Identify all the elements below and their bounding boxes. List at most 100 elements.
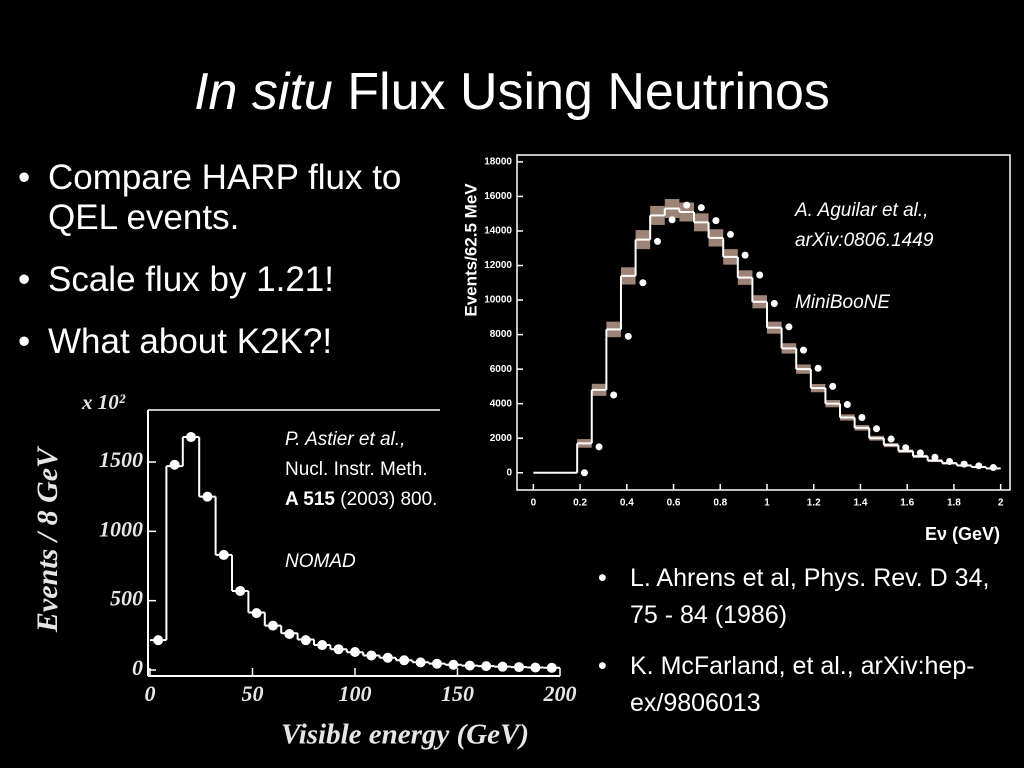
y-tick-label: 18000: [484, 157, 512, 168]
x-tick-label: 0.8: [713, 498, 727, 509]
x-axis-title: Eν (GeV): [925, 524, 1000, 544]
annotation-text: (2003) 800.: [340, 489, 438, 510]
data-point: [546, 662, 557, 673]
annotation-line: Nucl. Instr. Meth.: [285, 459, 428, 480]
y-tick-label: 0: [132, 655, 143, 680]
chart: 0 2000 4000 6000 8000 10000 12000 14000 16000 180…: [461, 154, 1011, 544]
data-point: [497, 661, 508, 672]
data-point: [580, 469, 588, 477]
annotation: A. Aguilar et al., arXiv:0806.1449 MiniB…: [795, 196, 933, 318]
data-point: [902, 444, 910, 452]
y-tick-label: 4000: [490, 398, 513, 409]
y-tick-label: 2000: [490, 433, 513, 444]
data-point: [610, 391, 618, 399]
data-point: [186, 432, 196, 443]
data-point: [530, 662, 541, 673]
bullet-list: Compare HARP flux to QEL events. Scale f…: [18, 158, 458, 384]
x-tick-label: 150: [441, 681, 474, 706]
x-tick-label: 0.6: [667, 498, 681, 509]
data-point: [251, 608, 262, 619]
data-point: [317, 640, 328, 651]
plot-frame: [516, 154, 1011, 491]
y-tick-label: 16000: [484, 191, 512, 202]
annotation-line: P. Astier et al.,: [285, 429, 406, 450]
x-tick-label: 0: [145, 681, 156, 706]
y-axis-title: Events/62.5 MeV: [461, 183, 480, 317]
y-tick-label: 12000: [484, 260, 512, 271]
x-tick-label: 200: [543, 681, 577, 706]
data-point: [726, 230, 734, 238]
x-tick-label: 1.8: [947, 498, 961, 509]
data-point: [843, 401, 851, 409]
data-point: [800, 346, 808, 354]
data-point: [931, 453, 939, 461]
x-tick-label: 0.4: [620, 498, 634, 509]
x-axis-title: Visible energy (GeV): [281, 719, 529, 751]
data-point: [683, 201, 691, 209]
data-point: [366, 650, 377, 661]
bullet: Scale flux by 1.21!: [18, 260, 458, 300]
data-point: [218, 549, 229, 560]
y-tick-label: 10000: [484, 295, 512, 306]
data-point: [202, 491, 213, 502]
x-tick-label: 100: [339, 681, 372, 706]
data-point: [946, 458, 954, 466]
annotation-line: A. Aguilar et al.,: [795, 200, 929, 221]
data-point: [514, 662, 524, 673]
y-tick-label: 6000: [490, 364, 513, 375]
data-point: [697, 204, 705, 212]
data-point: [153, 635, 164, 646]
chart: 0 500 1000 1500 0 50 100 150 200 Events / 8 GeV Vi…: [31, 390, 577, 751]
title-italic: In situ: [194, 63, 333, 121]
data-point: [350, 646, 360, 657]
y-tick-label: 0: [506, 467, 512, 478]
data-point: [814, 364, 822, 372]
data-point: [624, 332, 632, 340]
data-point: [284, 628, 295, 639]
data-point: [235, 585, 246, 596]
annotation-bold: A 515: [285, 489, 335, 510]
data-point: [712, 217, 720, 225]
data-point: [300, 635, 311, 646]
x-tick-label: 0: [531, 498, 537, 509]
data-point: [653, 237, 661, 245]
x-tick-label: 1: [764, 498, 770, 509]
title-text: Flux Using Neutrinos: [347, 63, 830, 121]
data-point: [333, 644, 344, 655]
y-tick-label: 500: [110, 586, 143, 611]
data-point: [785, 323, 793, 331]
annotation-line: arXiv:0806.1449: [795, 230, 934, 251]
data-point: [399, 655, 410, 666]
y-tick-label: 1000: [99, 516, 143, 541]
reference: K. McFarland, et al., arXiv:hep-ex/98060…: [598, 648, 1018, 722]
x-tick-label: 50: [242, 681, 264, 706]
data-point: [975, 462, 983, 470]
x-tick-label: 1.2: [807, 498, 821, 509]
data-point: [169, 459, 180, 470]
annotation-line: MiniBooNE: [795, 292, 891, 313]
annotation-line: A 515 (2003) 800.: [285, 485, 437, 515]
x-tick-label: 1.4: [854, 498, 868, 509]
data-point: [639, 279, 647, 287]
data-point: [448, 659, 459, 670]
data-point: [432, 658, 442, 669]
data-point: [481, 661, 492, 672]
data-point: [858, 413, 866, 421]
data-point: [756, 271, 764, 279]
data-point: [268, 620, 278, 631]
data-point: [960, 460, 968, 468]
slide-title: In situ Flux Using Neutrinos: [0, 62, 1024, 122]
data-point: [595, 443, 603, 451]
x-tick-label: 2: [998, 498, 1004, 509]
axis-multiplier: x 10²: [81, 390, 126, 414]
x-tick-label: 0.2: [573, 498, 587, 509]
data-point: [873, 425, 881, 433]
reference-list: L. Ahrens et al, Phys. Rev. D 34, 75 - 8…: [598, 560, 1018, 736]
y-axis-title: Events / 8 GeV: [31, 445, 64, 633]
bullet: Compare HARP flux to QEL events.: [18, 158, 458, 238]
y-tick-label: 1500: [99, 447, 143, 472]
x-tick-label: 1.6: [900, 498, 914, 509]
reference: L. Ahrens et al, Phys. Rev. D 34, 75 - 8…: [598, 560, 1018, 634]
